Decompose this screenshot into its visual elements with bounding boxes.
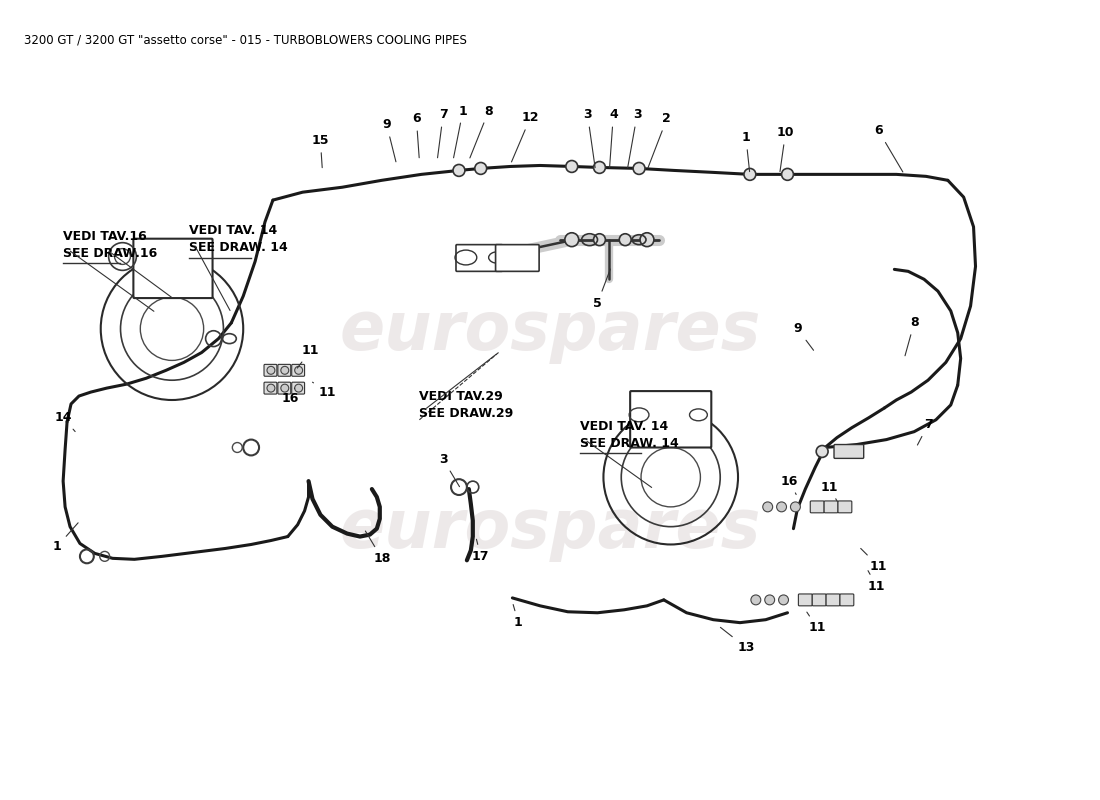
Circle shape xyxy=(779,595,789,605)
Circle shape xyxy=(565,161,578,172)
Text: 18: 18 xyxy=(365,531,390,565)
Circle shape xyxy=(619,234,631,246)
Text: 3: 3 xyxy=(628,109,641,168)
Text: 6: 6 xyxy=(412,113,420,158)
FancyBboxPatch shape xyxy=(834,445,864,458)
Text: 10: 10 xyxy=(777,126,794,172)
Circle shape xyxy=(594,162,605,174)
Text: 14: 14 xyxy=(54,411,75,431)
Text: 11: 11 xyxy=(868,570,886,593)
Text: 9: 9 xyxy=(793,322,814,350)
FancyBboxPatch shape xyxy=(826,594,840,606)
Text: VEDI TAV. 14
SEE DRAW. 14: VEDI TAV. 14 SEE DRAW. 14 xyxy=(580,420,679,450)
Text: 11: 11 xyxy=(312,382,337,398)
Text: 3: 3 xyxy=(439,453,460,486)
FancyBboxPatch shape xyxy=(840,594,854,606)
Text: 11: 11 xyxy=(297,344,319,368)
Circle shape xyxy=(640,233,653,246)
FancyBboxPatch shape xyxy=(456,245,503,271)
Text: 15: 15 xyxy=(311,134,329,168)
Text: VEDI TAV.29
SEE DRAW.29: VEDI TAV.29 SEE DRAW.29 xyxy=(419,390,514,420)
Circle shape xyxy=(453,165,465,176)
Text: eurospares: eurospares xyxy=(339,298,761,364)
FancyBboxPatch shape xyxy=(811,501,824,513)
FancyBboxPatch shape xyxy=(292,364,305,376)
Text: 5: 5 xyxy=(593,269,611,310)
FancyBboxPatch shape xyxy=(812,594,826,606)
Text: eurospares: eurospares xyxy=(339,496,761,562)
Circle shape xyxy=(295,384,302,392)
Text: 1: 1 xyxy=(514,605,522,629)
Circle shape xyxy=(267,366,275,374)
Text: 11: 11 xyxy=(807,612,826,634)
Text: 11: 11 xyxy=(860,549,888,573)
FancyBboxPatch shape xyxy=(630,391,712,447)
FancyBboxPatch shape xyxy=(838,501,851,513)
Text: 13: 13 xyxy=(720,627,755,654)
FancyBboxPatch shape xyxy=(264,382,277,394)
Text: VEDI TAV. 14
SEE DRAW. 14: VEDI TAV. 14 SEE DRAW. 14 xyxy=(189,224,287,254)
Text: 9: 9 xyxy=(383,118,396,162)
Text: 16: 16 xyxy=(282,388,299,405)
Text: 3: 3 xyxy=(583,109,595,168)
Text: 1: 1 xyxy=(453,105,468,158)
FancyBboxPatch shape xyxy=(278,364,290,376)
Text: 17: 17 xyxy=(472,539,490,563)
Circle shape xyxy=(791,502,801,512)
Circle shape xyxy=(777,502,786,512)
Circle shape xyxy=(295,366,302,374)
Circle shape xyxy=(816,446,828,458)
Text: 7: 7 xyxy=(438,109,448,158)
Text: VEDI TAV.16
SEE DRAW.16: VEDI TAV.16 SEE DRAW.16 xyxy=(63,230,157,260)
Text: 4: 4 xyxy=(609,109,618,168)
Text: 8: 8 xyxy=(470,105,493,158)
Circle shape xyxy=(475,162,486,174)
Circle shape xyxy=(744,169,756,180)
Text: 16: 16 xyxy=(781,474,799,494)
FancyBboxPatch shape xyxy=(292,382,305,394)
Circle shape xyxy=(782,169,793,180)
FancyBboxPatch shape xyxy=(496,245,539,271)
FancyBboxPatch shape xyxy=(264,364,277,376)
Text: 7: 7 xyxy=(917,418,933,445)
FancyBboxPatch shape xyxy=(278,382,290,394)
Circle shape xyxy=(634,162,645,174)
Text: 6: 6 xyxy=(874,124,903,172)
Circle shape xyxy=(762,502,772,512)
Text: 1: 1 xyxy=(741,131,750,172)
Text: 3200 GT / 3200 GT "assetto corse" - 015 - TURBOBLOWERS COOLING PIPES: 3200 GT / 3200 GT "assetto corse" - 015 … xyxy=(23,34,466,47)
Text: 8: 8 xyxy=(905,316,918,356)
FancyBboxPatch shape xyxy=(133,238,212,298)
Circle shape xyxy=(280,366,289,374)
Circle shape xyxy=(280,384,289,392)
Text: 12: 12 xyxy=(512,111,539,162)
Circle shape xyxy=(564,233,579,246)
Text: 1: 1 xyxy=(53,523,78,553)
FancyBboxPatch shape xyxy=(824,501,838,513)
Text: 2: 2 xyxy=(648,113,671,168)
Circle shape xyxy=(594,234,605,246)
Circle shape xyxy=(267,384,275,392)
FancyBboxPatch shape xyxy=(799,594,812,606)
Circle shape xyxy=(751,595,761,605)
Text: 11: 11 xyxy=(821,481,838,501)
Circle shape xyxy=(764,595,774,605)
